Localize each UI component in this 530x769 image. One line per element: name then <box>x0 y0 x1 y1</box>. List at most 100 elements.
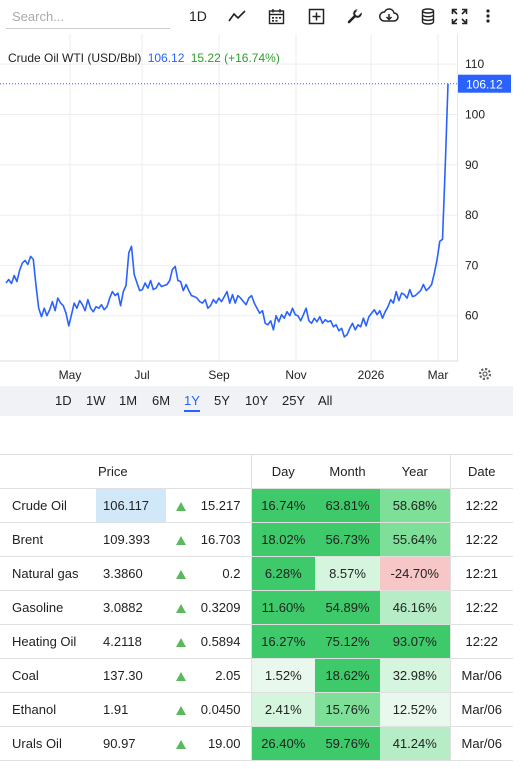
table-row[interactable]: Crude Oil 106.117 15.217 16.74% 63.81% 58.68%… <box>0 488 513 523</box>
price-chart-svg[interactable]: 110 100 90 80 70 60 May Jul Sep Nov 2026 Mar 106.12 <box>0 34 513 386</box>
header-month[interactable]: Month <box>315 454 380 489</box>
commodities-table: Price Day Month Year Date Crude Oil 106.1… <box>0 454 513 761</box>
commodity-year-pct: 32.98% <box>380 658 450 693</box>
commodity-month-pct: 63.81% <box>315 488 380 523</box>
commodity-month-pct: 56.73% <box>315 522 380 557</box>
search-input[interactable] <box>6 5 170 29</box>
gear-icon[interactable] <box>478 367 492 381</box>
commodity-day-pct: 2.41% <box>250 692 315 727</box>
last-price-marker <box>458 74 511 93</box>
arrow-up-icon <box>166 590 196 625</box>
arrow-up-icon <box>166 658 196 693</box>
arrow-up-icon <box>166 522 196 557</box>
commodity-name[interactable]: Crude Oil <box>0 488 96 523</box>
price-chart[interactable]: 110 100 90 80 70 60 May Jul Sep Nov 2026 Mar 106.12 … <box>0 34 513 394</box>
plus-box-icon[interactable] <box>305 5 327 27</box>
cloud-download-icon[interactable] <box>377 5 401 27</box>
y-tick-label: 110 <box>465 57 484 71</box>
header-change <box>196 454 251 489</box>
database-icon[interactable] <box>417 5 439 27</box>
commodity-price: 3.0882 <box>96 590 166 625</box>
commodity-change: 0.3209 <box>196 590 251 625</box>
table-row[interactable]: Natural gas 3.3860 0.2 6.28% 8.57% -24.70% 12:… <box>0 556 513 591</box>
table-row[interactable]: Brent 109.393 16.703 18.02% 56.73% 55.64% 12:2… <box>0 522 513 557</box>
header-date[interactable]: Date <box>449 454 513 489</box>
commodity-name[interactable]: Heating Oil <box>0 624 96 659</box>
commodity-name[interactable]: Urals Oil <box>0 726 96 761</box>
period-25y[interactable]: 25Y <box>282 393 306 408</box>
period-1y[interactable]: 1Y <box>184 393 200 412</box>
commodity-date: Mar/06 <box>449 726 513 761</box>
wrench-icon[interactable] <box>343 5 365 27</box>
commodity-date: Mar/06 <box>449 692 513 727</box>
period-5y[interactable]: 5Y <box>214 393 230 408</box>
commodity-change: 15.217 <box>196 488 251 523</box>
header-price[interactable]: Price <box>96 454 166 489</box>
commodity-year-pct: 58.68% <box>380 488 450 523</box>
commodity-name[interactable]: Brent <box>0 522 96 557</box>
y-axis-line <box>457 34 458 362</box>
commodity-year-pct: 41.24% <box>380 726 450 761</box>
commodity-month-pct: 59.76% <box>315 726 380 761</box>
commodity-price: 137.30 <box>96 658 166 693</box>
commodity-year-pct: 46.16% <box>380 590 450 625</box>
y-tick-label: 100 <box>465 107 485 121</box>
x-tick-label: 2026 <box>358 368 385 382</box>
more-vertical-icon[interactable] <box>480 5 496 27</box>
commodity-name[interactable]: Coal <box>0 658 96 693</box>
last-price-marker-label: 106.12 <box>466 78 503 92</box>
table-row[interactable]: Heating Oil 4.2118 0.5894 16.27% 75.12% 93.07… <box>0 624 513 659</box>
commodity-day-pct: 1.52% <box>250 658 315 693</box>
interval-button[interactable]: 1D <box>189 8 207 24</box>
x-tick-label: Nov <box>285 368 306 382</box>
commodity-day-pct: 11.60% <box>250 590 315 625</box>
commodity-price: 106.117 <box>96 488 166 523</box>
chart-title: Crude Oil WTI (USD/Bbl) <box>8 51 142 65</box>
header-day[interactable]: Day <box>250 454 315 489</box>
table-row[interactable]: Coal 137.30 2.05 1.52% 18.62% 32.98% Mar/06 <box>0 658 513 693</box>
calendar-icon[interactable] <box>265 5 287 27</box>
commodity-name[interactable]: Gasoline <box>0 590 96 625</box>
header-year[interactable]: Year <box>380 454 450 489</box>
chart-change: 15.22 (+16.74%) <box>190 51 280 65</box>
commodity-price: 3.3860 <box>96 556 166 591</box>
series-line[interactable] <box>5 83 449 338</box>
commodity-name[interactable]: Ethanol <box>0 692 96 727</box>
commodity-date: 12:22 <box>449 522 513 557</box>
header-arrow <box>166 454 196 489</box>
commodity-name[interactable]: Natural gas <box>0 556 96 591</box>
commodity-price: 90.97 <box>96 726 166 761</box>
x-tick-label: Jul <box>134 368 149 382</box>
fullscreen-icon[interactable] <box>448 5 470 27</box>
commodity-change: 19.00 <box>196 726 251 761</box>
table-row[interactable]: Urals Oil 90.97 19.00 26.40% 59.76% 41.24% Mar… <box>0 726 513 761</box>
table-header-row: Price Day Month Year Date <box>0 454 513 489</box>
commodity-day-pct: 18.02% <box>250 522 315 557</box>
period-all[interactable]: All <box>318 393 333 408</box>
commodity-day-pct: 26.40% <box>250 726 315 761</box>
commodity-price: 4.2118 <box>96 624 166 659</box>
commodity-month-pct: 18.62% <box>315 658 380 693</box>
commodity-change: 0.2 <box>196 556 251 591</box>
period-6m[interactable]: 6M <box>152 393 171 408</box>
commodity-day-pct: 16.27% <box>250 624 315 659</box>
commodity-day-pct: 16.74% <box>250 488 315 523</box>
period-1d[interactable]: 1D <box>55 393 72 408</box>
chart-legend: Crude Oil WTI (USD/Bbl) 106.12 15.22 (+1… <box>8 51 280 65</box>
commodity-month-pct: 54.89% <box>315 590 380 625</box>
line-chart-icon[interactable] <box>226 5 248 27</box>
arrow-up-icon <box>166 624 196 659</box>
commodity-change: 0.0450 <box>196 692 251 727</box>
commodity-day-pct: 6.28% <box>250 556 315 591</box>
table-row[interactable]: Ethanol 1.91 0.0450 2.41% 15.76% 12.52% Mar/06 <box>0 692 513 727</box>
commodity-price: 1.91 <box>96 692 166 727</box>
commodity-month-pct: 75.12% <box>315 624 380 659</box>
commodity-month-pct: 15.76% <box>315 692 380 727</box>
table-row[interactable]: Gasoline 3.0882 0.3209 11.60% 54.89% 46.16% 12… <box>0 590 513 625</box>
period-1m[interactable]: 1M <box>119 393 138 408</box>
commodity-year-pct: 12.52% <box>380 692 450 727</box>
period-10y[interactable]: 10Y <box>245 393 269 408</box>
commodity-date: 12:21 <box>449 556 513 591</box>
y-tick-label: 60 <box>465 309 479 323</box>
period-1w[interactable]: 1W <box>86 393 106 408</box>
